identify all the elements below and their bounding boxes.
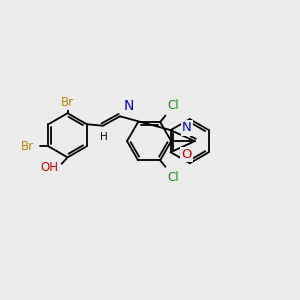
Text: N: N: [124, 99, 134, 113]
Text: Br: Br: [61, 95, 74, 109]
Text: H: H: [100, 132, 108, 142]
Text: Cl: Cl: [167, 171, 179, 184]
Text: Cl: Cl: [167, 99, 179, 112]
Text: OH: OH: [40, 161, 58, 174]
Text: N: N: [182, 122, 192, 134]
Text: Br: Br: [21, 140, 34, 153]
Text: O: O: [182, 148, 192, 161]
